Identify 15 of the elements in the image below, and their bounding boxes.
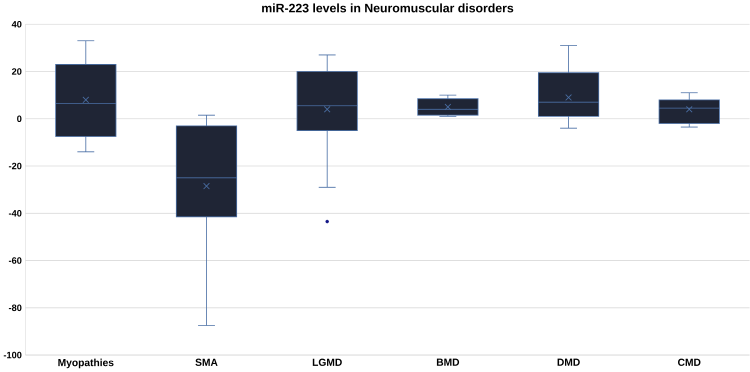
x-tick-label: DMD [558,358,580,366]
y-tick-label: -20 [8,162,22,170]
x-tick-label: LGMD [312,358,342,366]
y-tick-label: -80 [8,304,22,312]
x-tick-label: SMA [195,358,218,366]
y-tick-label: 20 [12,68,22,75]
x-tick-label: CMD [678,358,700,366]
y-tick-label: 40 [12,21,22,28]
chart-title: miR-223 levels in Neuromuscular disorders [262,4,514,13]
y-tick-label: -40 [8,210,22,217]
y-tick-label: -60 [8,257,22,264]
y-tick-label: 0 [17,116,22,122]
x-tick-label: BMD [436,358,460,366]
x-tick-label: Myopathies [58,358,114,368]
y-tick-label: -100 [4,352,22,359]
